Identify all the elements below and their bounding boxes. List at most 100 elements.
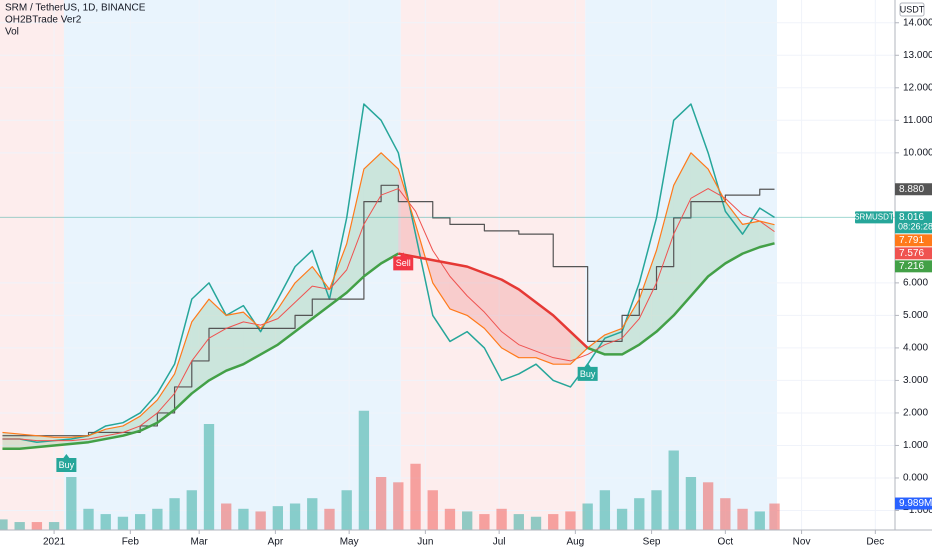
volume-bar [341, 490, 352, 530]
x-tick-label: Dec [866, 537, 884, 548]
volume-bar [599, 490, 611, 530]
value-label: 8.016 [899, 212, 924, 223]
y-tick-label: 5.000 [903, 310, 928, 321]
x-tick-label: Nov [793, 537, 811, 548]
y-tick-label: 0.000 [903, 473, 928, 484]
trend-fill [501, 279, 519, 358]
trend-fill [449, 263, 468, 316]
indicator-name: OH2BTrade Ver2 [5, 15, 82, 26]
indicator-name: Vol [5, 27, 19, 38]
volume-bar [203, 424, 215, 530]
volume-bar [702, 482, 714, 530]
volume-bar [513, 514, 524, 530]
value-label-box [895, 183, 932, 196]
trend-fill [208, 299, 227, 381]
trend-fill [381, 152, 399, 264]
x-tick-label: Sep [643, 537, 661, 548]
symbol-label: SRMUSDT [854, 212, 894, 221]
y-tick-label: 2.000 [903, 408, 928, 419]
trend-fill [191, 299, 209, 394]
volume-bar [582, 503, 593, 530]
value-label: 8.880 [899, 184, 924, 195]
trend-fill [759, 221, 775, 248]
value-label-box [895, 247, 932, 260]
volume-bar [548, 514, 559, 530]
volume-bar [66, 477, 77, 530]
value-label: 7.791 [899, 235, 924, 246]
value-label: 7.216 [899, 261, 924, 272]
trend-fill [690, 152, 709, 296]
trend-fill [363, 152, 382, 277]
x-tick-label: Jul [493, 537, 506, 548]
y-tick-label: 3.000 [903, 375, 928, 386]
volume-bar [289, 503, 301, 530]
signal-label: Sell [396, 258, 411, 268]
volume-bar [0, 519, 8, 530]
volume-bar [100, 514, 111, 530]
volume-bar [238, 508, 249, 530]
volume-bar [152, 508, 163, 530]
trend-fill [329, 243, 347, 306]
axes: 14.000 13.000 12.000 11.000 10.000 6.000 5.000… [43, 17, 932, 548]
trend-fill [467, 266, 485, 329]
volume-bar [737, 508, 748, 530]
volume-bar [496, 508, 507, 530]
volume-bar [324, 508, 335, 530]
trend-fill [226, 312, 244, 371]
volume-bar [668, 450, 679, 530]
step-line [2, 184, 775, 437]
x-tick-label: Feb [122, 537, 140, 548]
volume-bar [616, 508, 628, 530]
trend-fill [536, 302, 554, 365]
trend-fill [157, 373, 175, 423]
volume-bar [393, 482, 404, 530]
signal-marker [577, 362, 598, 381]
trend-fill [673, 152, 691, 316]
volume-bar [410, 463, 421, 530]
trend-fill [553, 315, 571, 365]
volume-bar [634, 498, 645, 530]
y-tick-label: 13.000 [903, 50, 932, 61]
trend-fill [277, 282, 296, 345]
volume-bar [444, 508, 456, 530]
volume-bar [14, 522, 25, 530]
y-tick-label: 6.000 [903, 278, 928, 289]
volume-bar [117, 516, 129, 530]
volume-bar [255, 511, 266, 530]
signal-marker [56, 453, 77, 472]
trend-fill [639, 250, 657, 345]
volume-bar [48, 522, 60, 530]
volume-bar [358, 410, 370, 530]
signal-label: Buy [59, 460, 75, 470]
value-label-box [895, 260, 932, 273]
y-tick-label: 11.000 [903, 115, 932, 126]
y-tick-label: 10.000 [903, 147, 932, 158]
x-tick-label: Aug [566, 537, 584, 548]
y-tick-label: 1.000 [903, 440, 928, 451]
price-line [2, 103, 775, 443]
trend-fill [174, 321, 192, 410]
volume-bar [685, 477, 697, 530]
volume-bar [720, 498, 731, 530]
volume-bar [307, 498, 318, 530]
fast-line [2, 152, 775, 438]
plot: Buy Sell Buy [0, 103, 895, 530]
volume-bar [169, 498, 180, 530]
trend-fill [518, 289, 537, 358]
trend-fill [432, 260, 450, 309]
x-tick-label: Apr [268, 537, 284, 548]
signal-region [400, 0, 586, 530]
volume-bar [272, 506, 284, 530]
trend-fill [742, 221, 760, 254]
volume-bar [565, 511, 576, 530]
volume-bar [134, 514, 146, 530]
thick-line [2, 242, 775, 450]
trend-fill [587, 334, 605, 355]
x-tick-label: 2021 [43, 537, 66, 548]
volume-bar [462, 511, 473, 530]
y-tick-label: 12.000 [903, 82, 932, 93]
countdown: 08:26:28 [898, 222, 932, 232]
volume-bar [221, 503, 232, 530]
unit-box [899, 2, 925, 17]
volume-bar [754, 511, 765, 530]
